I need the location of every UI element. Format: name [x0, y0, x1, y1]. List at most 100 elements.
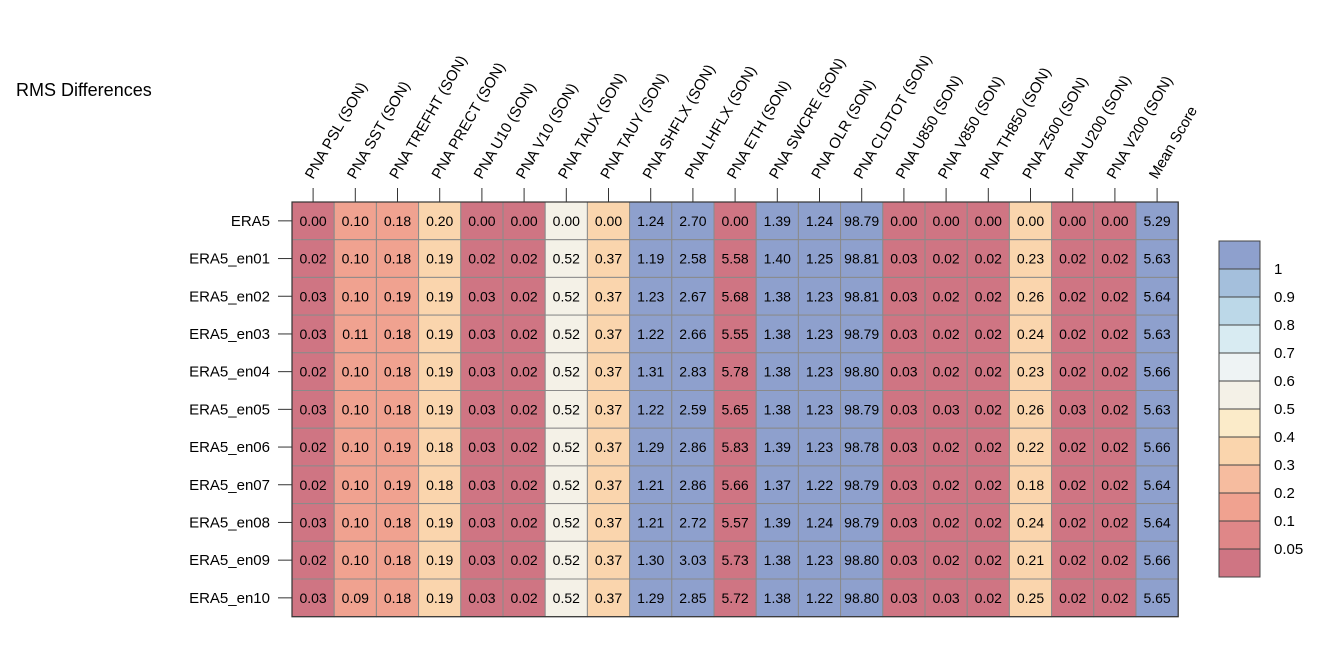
cell-value: 0.37 [595, 439, 622, 455]
colorbar-segment [1219, 381, 1260, 409]
cell-value: 0.10 [342, 552, 369, 568]
heatmap-cell [586, 427, 631, 467]
cell-value: 0.37 [595, 514, 622, 530]
cell-value: 5.57 [721, 514, 748, 530]
cell-value: 3.03 [679, 552, 706, 568]
heatmap-cell [1093, 465, 1137, 505]
heatmap-cell [629, 540, 673, 580]
cell-value: 0.02 [975, 288, 1002, 304]
heatmap-cell [502, 201, 546, 241]
heatmap-cell [460, 465, 504, 505]
cell-value: 0.10 [342, 514, 369, 530]
cell-value: 0.02 [299, 364, 326, 380]
colorbar-segment [1219, 465, 1260, 493]
heatmap-cell [882, 465, 926, 505]
heatmap-cell [671, 239, 715, 278]
heatmap-cell [797, 239, 842, 278]
cell-value: 0.03 [890, 288, 917, 304]
cell-value: 98.81 [844, 288, 879, 304]
cell-value: 0.03 [468, 514, 495, 530]
cell-value: 0.18 [384, 401, 411, 417]
heatmap-cell [586, 239, 631, 278]
cell-value: 0.02 [1059, 288, 1086, 304]
cell-value: 98.79 [844, 514, 879, 530]
colorbar-label: 0.1 [1274, 513, 1295, 530]
cell-value: 0.10 [342, 439, 369, 455]
heatmap-cell [924, 352, 968, 391]
cell-value: 0.37 [595, 401, 622, 417]
cell-value: 0.03 [890, 590, 917, 606]
heatmap-cell [924, 503, 968, 542]
cell-value: 0.37 [595, 477, 622, 493]
row-label: ERA5_en03 [189, 326, 270, 343]
cell-value: 0.03 [890, 364, 917, 380]
cell-value: 0.20 [426, 213, 453, 229]
heatmap-cell [1135, 465, 1179, 505]
heatmap-cell [502, 503, 546, 542]
heatmap-cell [840, 201, 884, 241]
cell-value: 1.37 [764, 477, 791, 493]
cell-value: 1.29 [637, 439, 664, 455]
cell-value: 0.52 [553, 288, 580, 304]
colorbar-label: 1 [1274, 261, 1282, 278]
heatmap-cell [924, 578, 968, 618]
cell-value: 1.38 [764, 364, 791, 380]
cell-value: 0.02 [975, 401, 1002, 417]
cell-value: 5.63 [1143, 401, 1170, 417]
cell-value: 0.00 [975, 213, 1002, 229]
cell-value: 0.02 [1059, 251, 1086, 267]
colorbar-label: 0.8 [1274, 317, 1295, 334]
cell-value: 1.29 [637, 590, 664, 606]
heatmap-cell [713, 503, 757, 542]
heatmap-cell [797, 427, 842, 467]
colorbar-label: 0.5 [1274, 401, 1295, 418]
cell-value: 5.65 [721, 401, 748, 417]
cell-value: 0.37 [595, 251, 622, 267]
cell-value: 5.66 [1143, 439, 1170, 455]
cell-value: 0.03 [890, 251, 917, 267]
cell-value: 1.22 [806, 590, 833, 606]
cell-value: 0.18 [384, 213, 411, 229]
cell-value: 1.22 [637, 326, 664, 342]
cell-value: 0.03 [890, 477, 917, 493]
heatmap-cell [966, 390, 1010, 429]
heatmap-cell [797, 314, 842, 354]
heatmap-cell [1051, 465, 1095, 505]
heatmap-cell [671, 314, 715, 354]
colorbar-segment [1219, 241, 1260, 269]
colorbar-segment [1219, 437, 1260, 465]
cell-value: 0.00 [721, 213, 748, 229]
cell-value: 0.02 [1059, 439, 1086, 455]
cell-value: 0.02 [975, 251, 1002, 267]
heatmap-cell [502, 276, 546, 316]
cell-value: 0.37 [595, 590, 622, 606]
cell-value: 1.38 [764, 590, 791, 606]
heatmap-cell [713, 352, 757, 391]
cell-value: 0.02 [510, 288, 537, 304]
heatmap-cell [1008, 578, 1053, 618]
cell-value: 0.23 [1017, 364, 1044, 380]
column-label: PNA SWCRE (SON) [766, 55, 849, 182]
row-label: ERA5_en04 [189, 364, 270, 381]
colorbar-segment [1219, 325, 1260, 353]
cell-value: 0.19 [384, 439, 411, 455]
heatmap-cell [713, 239, 757, 278]
heatmap-cell [840, 390, 884, 429]
cell-value: 2.72 [679, 514, 706, 530]
cell-value: 0.37 [595, 552, 622, 568]
row-label: ERA5 [231, 213, 270, 230]
cell-value: 5.66 [1143, 552, 1170, 568]
cell-value: 2.58 [679, 251, 706, 267]
heatmap-cell [586, 465, 631, 505]
heatmap-cell [797, 578, 842, 618]
cell-value: 1.23 [637, 288, 664, 304]
heatmap-cell [713, 465, 757, 505]
cell-value: 98.80 [844, 552, 879, 568]
heatmap-cell [755, 503, 799, 542]
cell-value: 1.19 [637, 251, 664, 267]
heatmap-cell [333, 427, 377, 467]
row-label: ERA5_en01 [189, 251, 270, 268]
heatmap-cell [671, 352, 715, 391]
cell-value: 0.00 [1059, 213, 1086, 229]
row-label: ERA5_en06 [189, 439, 270, 456]
